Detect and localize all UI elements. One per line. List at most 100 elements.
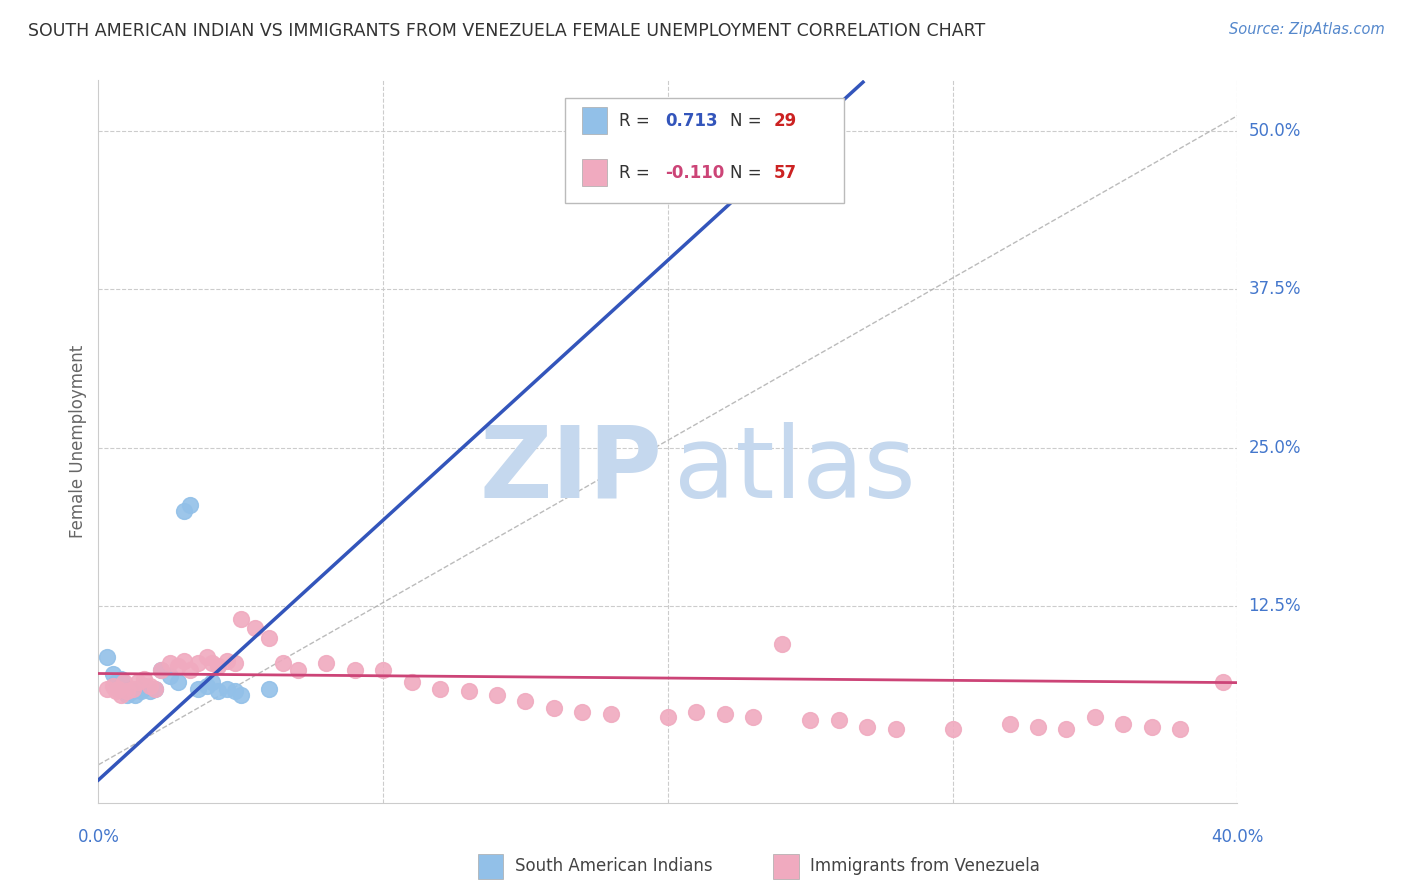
Point xyxy=(107,681,129,696)
Point xyxy=(515,694,537,708)
Point xyxy=(132,679,155,693)
Point xyxy=(457,684,479,698)
Point xyxy=(215,681,238,696)
Point xyxy=(856,720,879,734)
Point xyxy=(138,679,160,693)
Point xyxy=(159,657,181,671)
Point xyxy=(159,669,181,683)
Point xyxy=(187,681,209,696)
Point xyxy=(685,705,707,719)
Point xyxy=(828,714,851,728)
Point xyxy=(224,657,246,671)
Point xyxy=(486,688,509,702)
Point xyxy=(201,675,224,690)
Text: 50.0%: 50.0% xyxy=(1249,122,1301,140)
Point xyxy=(571,705,593,719)
Point xyxy=(884,723,907,737)
Text: ZIP: ZIP xyxy=(479,422,662,519)
Point xyxy=(112,684,135,698)
Text: Source: ZipAtlas.com: Source: ZipAtlas.com xyxy=(1229,22,1385,37)
Point xyxy=(195,679,218,693)
Point xyxy=(145,681,167,696)
Point xyxy=(770,637,793,651)
Point xyxy=(942,723,965,737)
Text: N =: N = xyxy=(731,164,768,182)
Point xyxy=(259,681,281,696)
Point xyxy=(287,663,309,677)
Point xyxy=(1056,723,1078,737)
Point xyxy=(742,709,765,723)
Text: 0.0%: 0.0% xyxy=(77,828,120,846)
Point xyxy=(259,631,281,645)
Point xyxy=(714,707,737,722)
Text: SOUTH AMERICAN INDIAN VS IMMIGRANTS FROM VENEZUELA FEMALE UNEMPLOYMENT CORRELATI: SOUTH AMERICAN INDIAN VS IMMIGRANTS FROM… xyxy=(28,22,986,40)
Point xyxy=(373,663,395,677)
Point xyxy=(110,688,132,702)
Point xyxy=(224,684,246,698)
FancyBboxPatch shape xyxy=(582,159,607,186)
Point xyxy=(96,681,118,696)
Point xyxy=(315,657,337,671)
Point xyxy=(1140,720,1163,734)
Point xyxy=(132,672,155,686)
Point xyxy=(1212,675,1234,690)
Point xyxy=(150,663,173,677)
Point xyxy=(207,684,229,698)
Y-axis label: Female Unemployment: Female Unemployment xyxy=(69,345,87,538)
Text: 37.5%: 37.5% xyxy=(1249,280,1301,299)
Point xyxy=(173,654,195,668)
Point xyxy=(112,675,135,690)
Point xyxy=(273,657,295,671)
Point xyxy=(429,681,451,696)
Point xyxy=(243,621,266,635)
Text: N =: N = xyxy=(731,112,768,129)
Point xyxy=(179,498,201,512)
Point xyxy=(187,657,209,671)
Text: South American Indians: South American Indians xyxy=(515,857,713,875)
Text: 57: 57 xyxy=(773,164,797,182)
Point xyxy=(229,612,252,626)
Point xyxy=(104,675,127,690)
Point xyxy=(600,707,623,722)
Point xyxy=(110,672,132,686)
Text: 12.5%: 12.5% xyxy=(1249,598,1301,615)
Point xyxy=(215,654,238,668)
Point xyxy=(107,681,129,696)
Point xyxy=(167,675,190,690)
Point xyxy=(121,684,143,698)
Text: atlas: atlas xyxy=(673,422,915,519)
Text: 25.0%: 25.0% xyxy=(1249,439,1301,457)
Point xyxy=(179,663,201,677)
Text: R =: R = xyxy=(619,164,655,182)
Point xyxy=(543,700,565,714)
Point xyxy=(127,675,149,690)
Point xyxy=(150,663,173,677)
Point xyxy=(101,666,124,681)
Point xyxy=(1170,723,1192,737)
Point xyxy=(118,681,141,696)
Point xyxy=(121,681,143,696)
Point xyxy=(229,688,252,702)
Point xyxy=(129,684,152,698)
Point xyxy=(115,688,138,702)
Text: Immigrants from Venezuela: Immigrants from Venezuela xyxy=(810,857,1039,875)
Point xyxy=(101,679,124,693)
Point xyxy=(799,714,821,728)
FancyBboxPatch shape xyxy=(582,107,607,135)
Point xyxy=(104,684,127,698)
Point xyxy=(1084,709,1107,723)
FancyBboxPatch shape xyxy=(565,98,845,203)
Point xyxy=(343,663,366,677)
Text: 0.713: 0.713 xyxy=(665,112,718,129)
Point xyxy=(1112,717,1135,731)
Text: -0.110: -0.110 xyxy=(665,164,725,182)
Point xyxy=(1026,720,1049,734)
Point xyxy=(145,681,167,696)
Text: 40.0%: 40.0% xyxy=(1211,828,1264,846)
Point xyxy=(124,688,146,702)
Point xyxy=(127,681,149,696)
Point xyxy=(167,659,190,673)
Point xyxy=(770,130,793,145)
Point xyxy=(657,709,679,723)
Point xyxy=(201,657,224,671)
